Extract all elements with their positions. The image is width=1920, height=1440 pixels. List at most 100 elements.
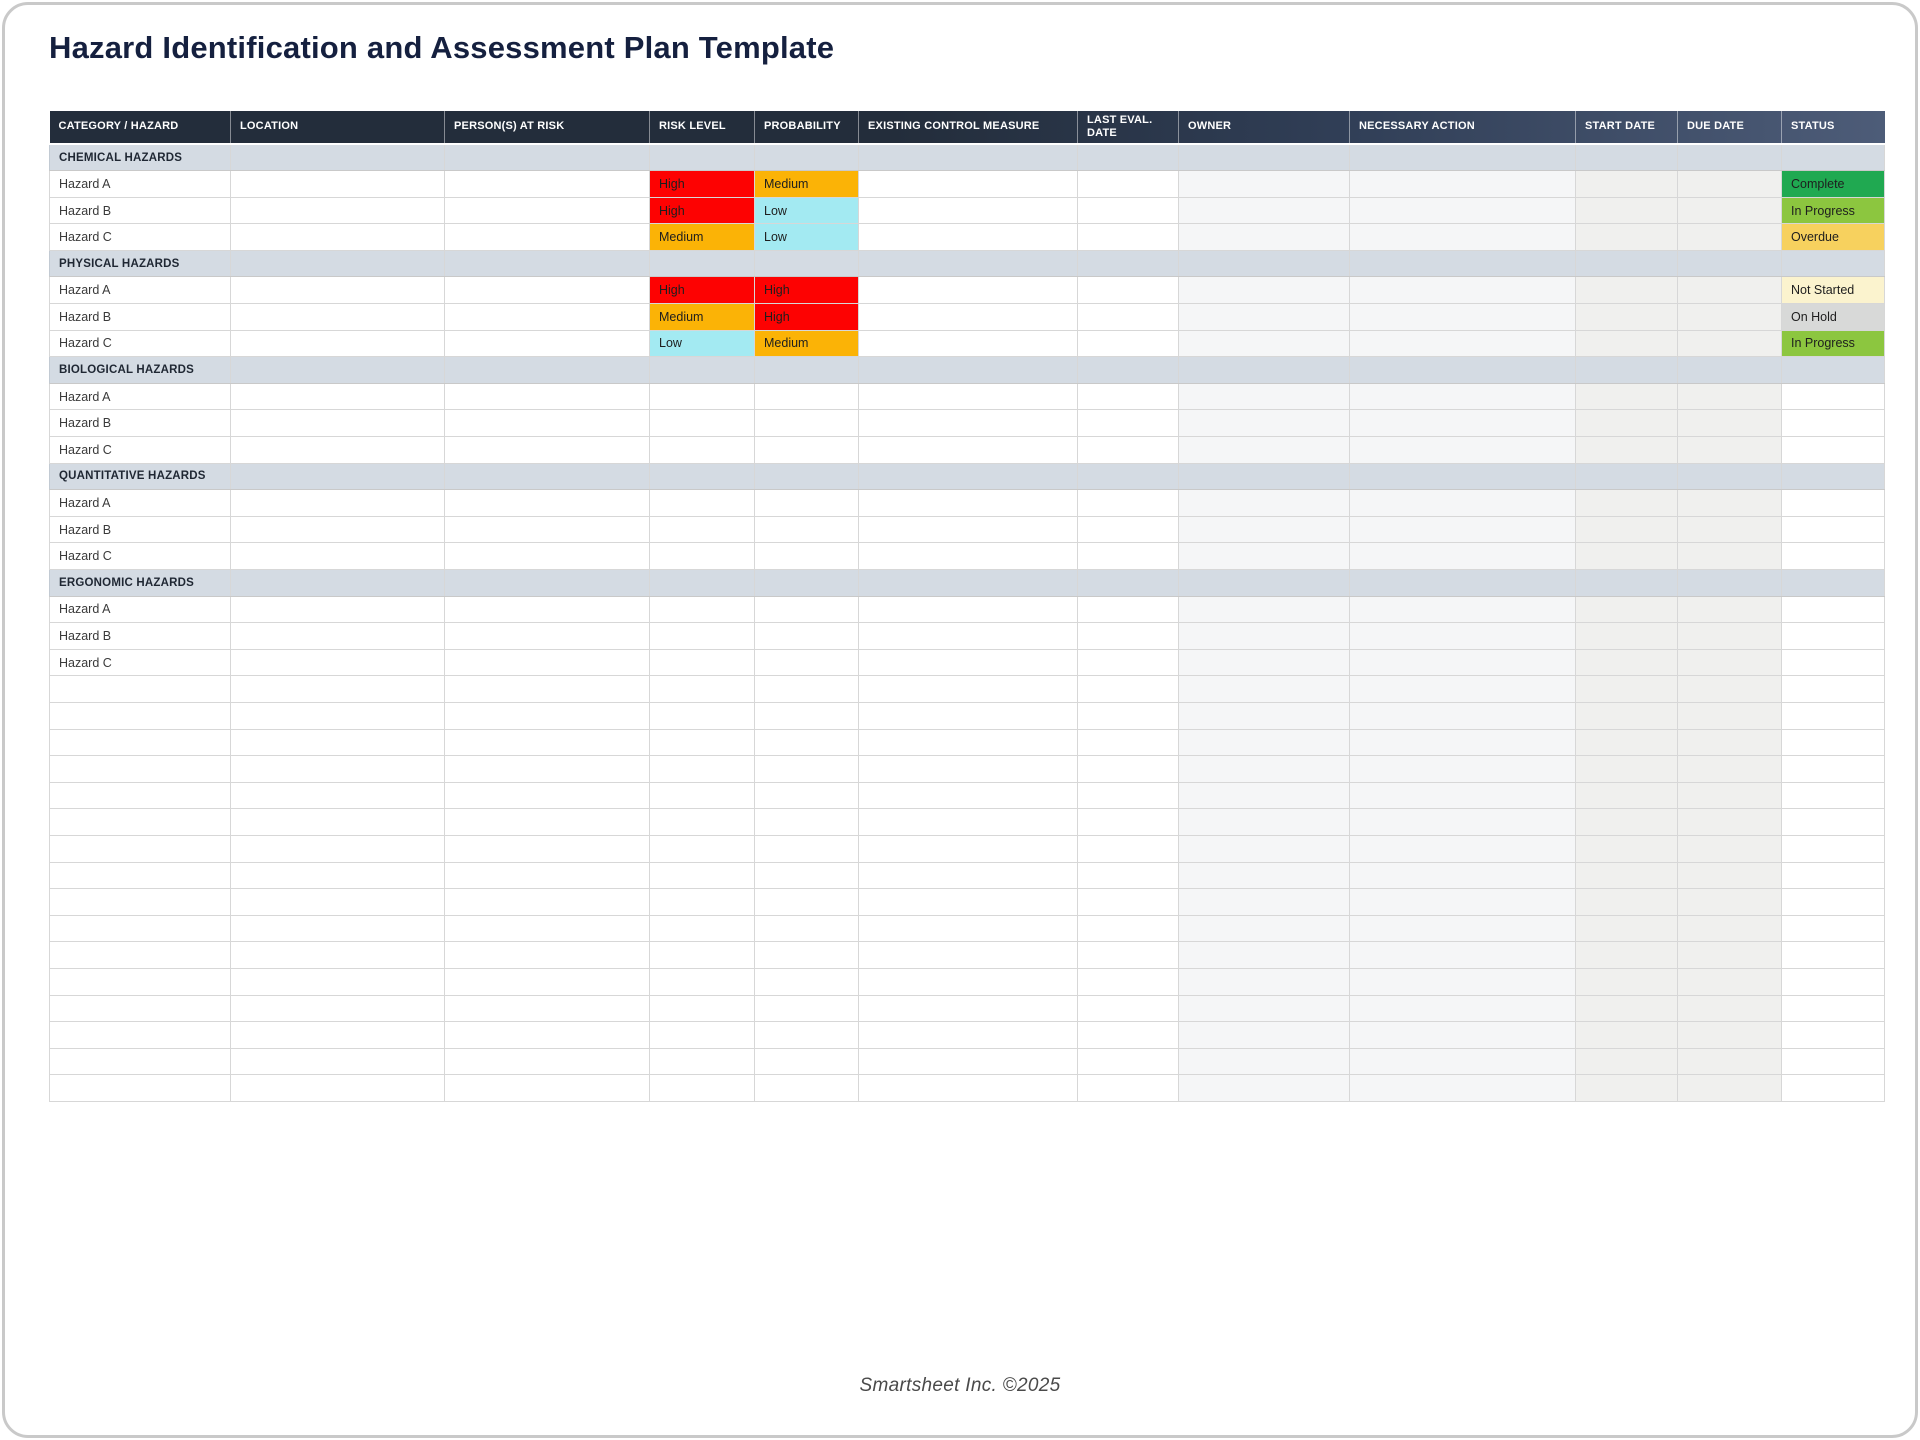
cell-probability[interactable]: High xyxy=(754,276,859,305)
cell-control[interactable] xyxy=(858,329,1078,358)
cell-risk[interactable]: Medium xyxy=(649,223,755,251)
cell-owner[interactable] xyxy=(1178,409,1350,438)
cell-last_eval[interactable] xyxy=(1077,701,1179,730)
cell-due[interactable] xyxy=(1677,701,1782,730)
cell-persons[interactable] xyxy=(444,569,650,597)
cell-control[interactable] xyxy=(858,941,1078,969)
cell-due[interactable] xyxy=(1677,143,1782,172)
cell-last_eval[interactable] xyxy=(1077,436,1179,464)
cell-probability[interactable] xyxy=(754,249,859,278)
cell-start[interactable] xyxy=(1575,542,1678,571)
cell-category[interactable] xyxy=(49,994,231,1023)
cell-start[interactable] xyxy=(1575,303,1678,331)
cell-action[interactable] xyxy=(1349,356,1576,384)
cell-due[interactable] xyxy=(1677,994,1782,1023)
cell-persons[interactable] xyxy=(444,701,650,730)
cell-location[interactable] xyxy=(230,808,445,836)
cell-start[interactable] xyxy=(1575,1074,1678,1102)
cell-hazard-name[interactable]: Hazard A xyxy=(49,382,231,411)
status-badge[interactable]: In Progress xyxy=(1781,196,1885,225)
cell-owner[interactable] xyxy=(1178,196,1350,225)
cell-status[interactable] xyxy=(1781,569,1885,597)
cell-location[interactable] xyxy=(230,329,445,358)
cell-action[interactable] xyxy=(1349,382,1576,411)
cell-persons[interactable] xyxy=(444,276,650,305)
cell-status[interactable] xyxy=(1781,941,1885,969)
cell-status[interactable] xyxy=(1781,143,1885,172)
cell-category[interactable] xyxy=(49,888,231,916)
cell-last_eval[interactable] xyxy=(1077,356,1179,384)
cell-control[interactable] xyxy=(858,489,1078,517)
cell-persons[interactable] xyxy=(444,356,650,384)
cell-action[interactable] xyxy=(1349,409,1576,438)
cell-action[interactable] xyxy=(1349,781,1576,810)
cell-owner[interactable] xyxy=(1178,1074,1350,1102)
cell-probability[interactable] xyxy=(754,994,859,1023)
cell-category[interactable] xyxy=(49,941,231,969)
cell-action[interactable] xyxy=(1349,622,1576,650)
cell-due[interactable] xyxy=(1677,861,1782,890)
cell-persons[interactable] xyxy=(444,303,650,331)
cell-control[interactable] xyxy=(858,861,1078,890)
cell-probability[interactable] xyxy=(754,595,859,624)
cell-status[interactable] xyxy=(1781,728,1885,757)
cell-status[interactable] xyxy=(1781,967,1885,996)
cell-control[interactable] xyxy=(858,967,1078,996)
cell-probability[interactable] xyxy=(754,701,859,730)
cell-control[interactable] xyxy=(858,569,1078,597)
cell-last_eval[interactable] xyxy=(1077,1021,1179,1049)
cell-control[interactable] xyxy=(858,888,1078,916)
cell-action[interactable] xyxy=(1349,462,1576,491)
cell-risk[interactable]: High xyxy=(649,170,755,198)
cell-persons[interactable] xyxy=(444,223,650,251)
cell-owner[interactable] xyxy=(1178,542,1350,571)
cell-persons[interactable] xyxy=(444,914,650,943)
cell-action[interactable] xyxy=(1349,861,1576,890)
cell-last_eval[interactable] xyxy=(1077,808,1179,836)
cell-action[interactable] xyxy=(1349,701,1576,730)
cell-control[interactable] xyxy=(858,542,1078,571)
cell-due[interactable] xyxy=(1677,196,1782,225)
cell-persons[interactable] xyxy=(444,834,650,863)
cell-persons[interactable] xyxy=(444,967,650,996)
cell-risk[interactable] xyxy=(649,1047,755,1076)
cell-risk[interactable] xyxy=(649,409,755,438)
cell-category[interactable] xyxy=(49,781,231,810)
cell-owner[interactable] xyxy=(1178,941,1350,969)
cell-action[interactable] xyxy=(1349,303,1576,331)
cell-risk[interactable] xyxy=(649,515,755,544)
cell-location[interactable] xyxy=(230,1021,445,1049)
cell-action[interactable] xyxy=(1349,436,1576,464)
cell-status[interactable] xyxy=(1781,515,1885,544)
cell-probability[interactable] xyxy=(754,515,859,544)
cell-location[interactable] xyxy=(230,701,445,730)
section-title[interactable]: ERGONOMIC HAZARDS xyxy=(49,569,231,597)
cell-due[interactable] xyxy=(1677,329,1782,358)
cell-due[interactable] xyxy=(1677,1021,1782,1049)
cell-probability[interactable] xyxy=(754,489,859,517)
cell-due[interactable] xyxy=(1677,436,1782,464)
cell-due[interactable] xyxy=(1677,622,1782,650)
cell-start[interactable] xyxy=(1575,755,1678,783)
cell-start[interactable] xyxy=(1575,622,1678,650)
cell-control[interactable] xyxy=(858,1021,1078,1049)
cell-start[interactable] xyxy=(1575,1047,1678,1076)
cell-location[interactable] xyxy=(230,834,445,863)
cell-risk[interactable]: High xyxy=(649,196,755,225)
cell-control[interactable] xyxy=(858,994,1078,1023)
cell-control[interactable] xyxy=(858,595,1078,624)
cell-hazard-name[interactable]: Hazard A xyxy=(49,489,231,517)
cell-location[interactable] xyxy=(230,941,445,969)
cell-location[interactable] xyxy=(230,994,445,1023)
cell-last_eval[interactable] xyxy=(1077,967,1179,996)
cell-status[interactable] xyxy=(1781,382,1885,411)
cell-control[interactable] xyxy=(858,701,1078,730)
cell-persons[interactable] xyxy=(444,622,650,650)
cell-persons[interactable] xyxy=(444,170,650,198)
cell-owner[interactable] xyxy=(1178,861,1350,890)
cell-owner[interactable] xyxy=(1178,648,1350,677)
cell-due[interactable] xyxy=(1677,888,1782,916)
cell-control[interactable] xyxy=(858,808,1078,836)
cell-start[interactable] xyxy=(1575,834,1678,863)
cell-category[interactable] xyxy=(49,701,231,730)
